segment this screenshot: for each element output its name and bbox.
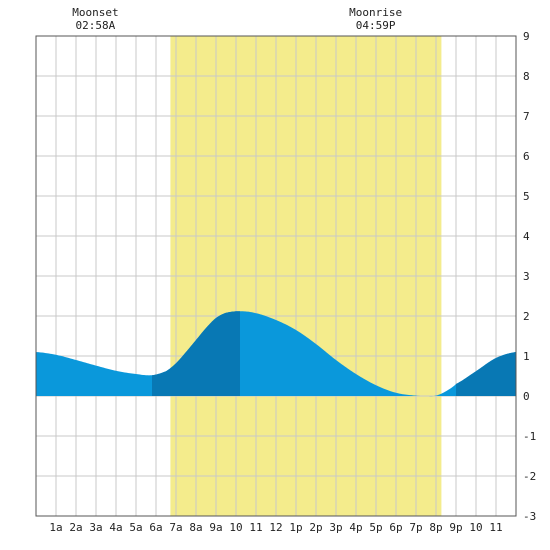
x-tick-label: 6p (389, 521, 402, 534)
x-tick-label: 7p (409, 521, 422, 534)
y-tick-label: 5 (523, 190, 530, 203)
x-tick-label: 3p (329, 521, 342, 534)
tide-area-shaded (152, 311, 516, 396)
x-tick-label: 8p (429, 521, 442, 534)
moon-event-label: Moonset (72, 6, 118, 19)
x-tick-label: 2a (69, 521, 82, 534)
x-tick-label: 11 (489, 521, 502, 534)
x-tick-label: 10 (229, 521, 242, 534)
x-tick-label: 9p (449, 521, 462, 534)
moon-event-time: 04:59P (356, 19, 396, 32)
y-tick-label: -2 (523, 470, 536, 483)
x-tick-label: 12 (269, 521, 282, 534)
x-tick-label: 8a (189, 521, 202, 534)
y-tick-label: -3 (523, 510, 536, 523)
plot-frame (35, 35, 517, 517)
y-tick-label: -1 (523, 430, 536, 443)
y-tick-label: 2 (523, 310, 530, 323)
y-tick-label: 4 (523, 230, 530, 243)
x-tick-label: 10 (469, 521, 482, 534)
tide-area-segment (456, 352, 516, 396)
x-tick-label: 9a (209, 521, 222, 534)
x-tick-label: 7a (169, 521, 182, 534)
y-tick-label: 7 (523, 110, 530, 123)
tide-area-segment (152, 311, 240, 396)
moon-event-label: Moonrise (349, 6, 402, 19)
y-tick-label: 9 (523, 30, 530, 43)
x-tick-label: 6a (149, 521, 162, 534)
moon-event-time: 02:58A (76, 19, 116, 32)
x-tick-label: 1p (289, 521, 302, 534)
x-tick-label: 4a (109, 521, 122, 534)
x-tick-label: 4p (349, 521, 362, 534)
x-tick-label: 11 (249, 521, 262, 534)
y-tick-label: 0 (523, 390, 530, 403)
x-tick-label: 3a (89, 521, 102, 534)
x-axis-tick-labels: 1a 2a 3a 4a 5a 6a 7a 8a 9a 10 11 12 1p 2p 3p 4p 5p 6p 7p 8p… (49, 521, 502, 534)
y-tick-label: 3 (523, 270, 530, 283)
x-tick-label: 1a (49, 521, 62, 534)
y-tick-label: 6 (523, 150, 530, 163)
x-tick-label: 5a (129, 521, 142, 534)
y-axis-tick-labels: -3 -2 -1 0 1 2 3 4 5 6 7 8 9 (523, 30, 536, 523)
y-tick-label: 1 (523, 350, 530, 363)
x-tick-label: 2p (309, 521, 322, 534)
x-tick-label: 5p (369, 521, 382, 534)
y-tick-label: 8 (523, 70, 530, 83)
